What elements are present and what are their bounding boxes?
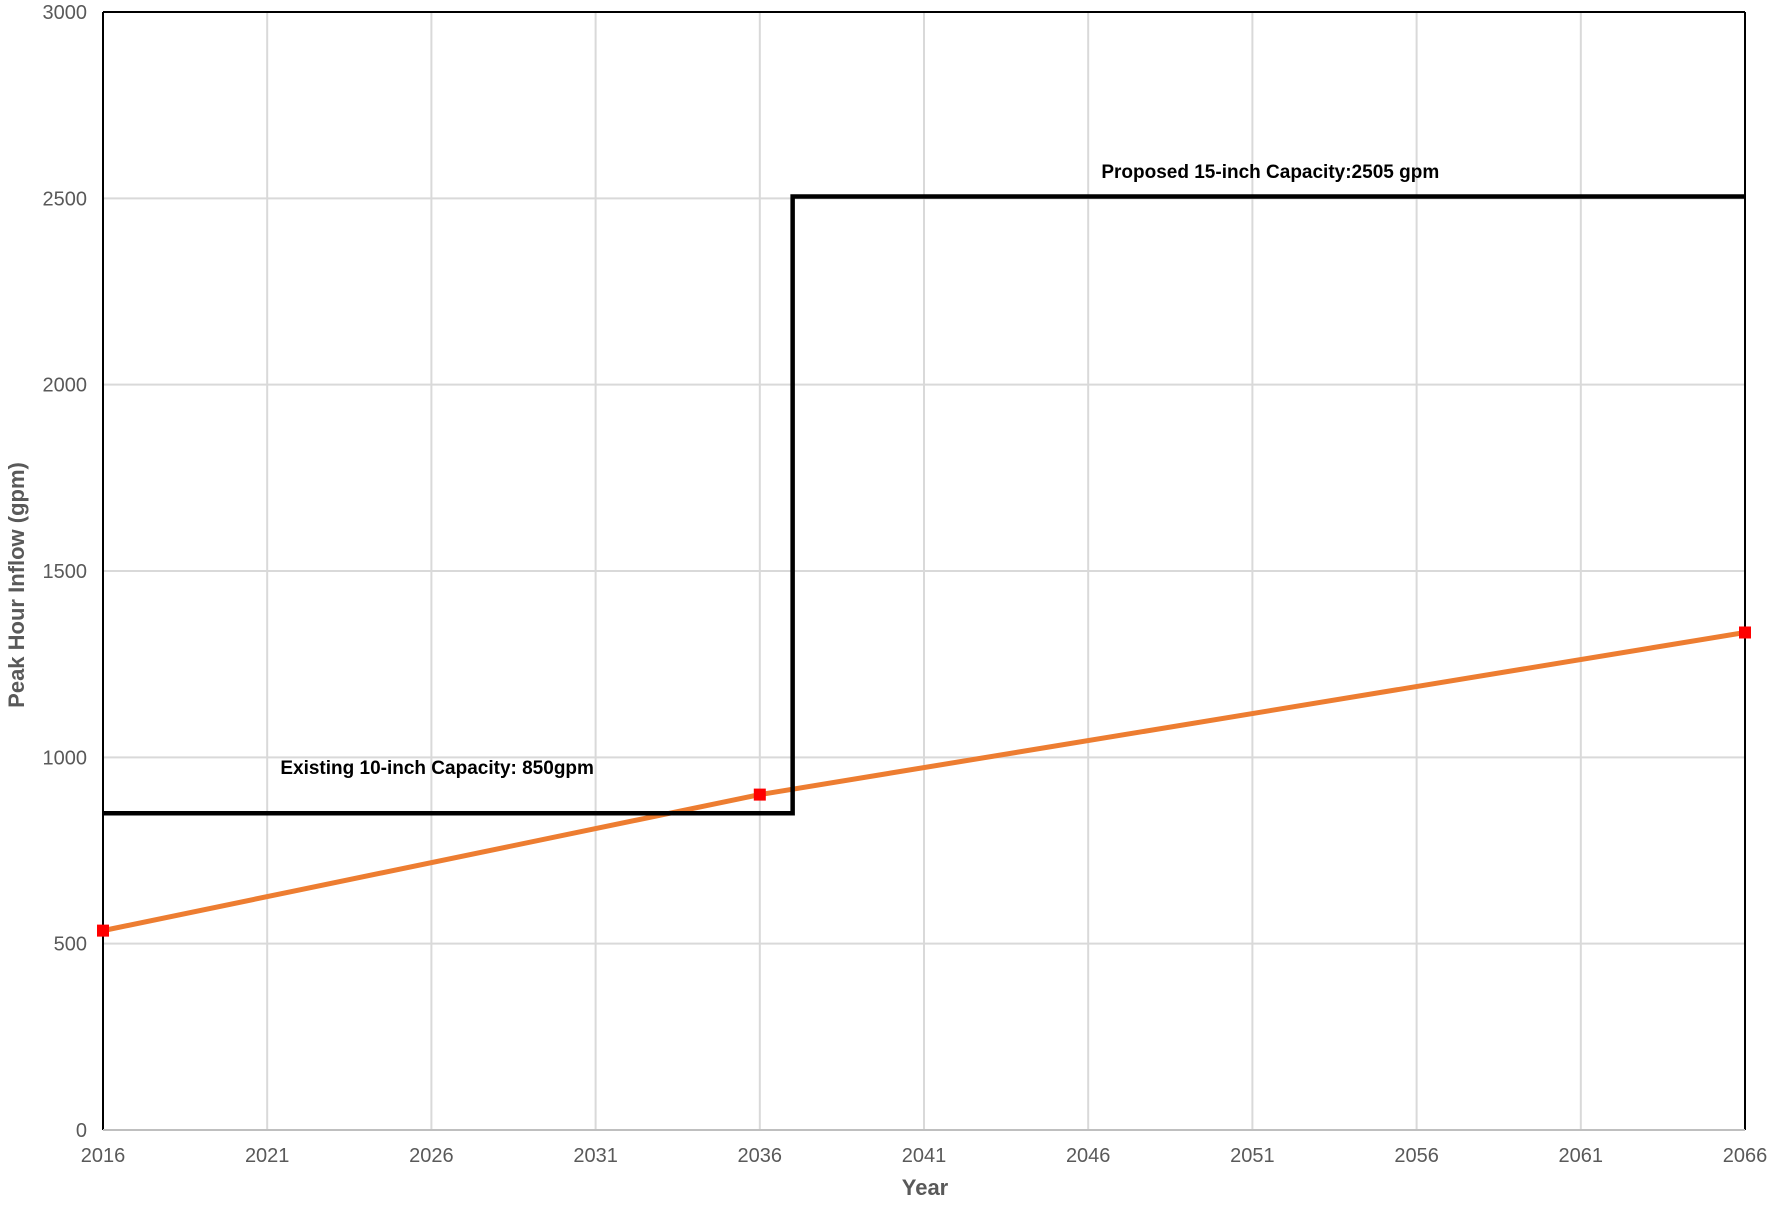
y-tick-labels: 0 500 1000 1500 2000 2500 3000: [43, 2, 88, 1142]
x-tick-label: 2046: [1066, 1145, 1111, 1167]
y-tick-label: 500: [54, 934, 87, 956]
x-tick-label: 2016: [81, 1145, 126, 1167]
x-tick-label: 2061: [1559, 1145, 1604, 1167]
x-tick-labels: 2016 2021 2026 2031 2036 2041 2046 2051 2056 2061…: [81, 1145, 1768, 1167]
y-tick-label: 0: [76, 1120, 87, 1142]
x-axis-title: Year: [902, 1175, 949, 1200]
annotations: Existing 10-inch Capacity: 850gpm Propose…: [280, 162, 1439, 779]
x-tick-label: 2036: [738, 1145, 783, 1167]
inflow-data-point: [753, 788, 766, 801]
capacity-annotation: Proposed 15-inch Capacity:2505 gpm: [1101, 162, 1439, 183]
capacity-series-line: [103, 194, 1745, 816]
x-tick-label: 2031: [573, 1145, 618, 1167]
series-layer: [97, 194, 1751, 937]
y-tick-label: 2000: [43, 375, 88, 397]
y-tick-label: 1000: [43, 747, 88, 769]
y-tick-label: 2500: [43, 188, 88, 210]
x-tick-label: 2066: [1723, 1145, 1768, 1167]
inflow-data-point: [1739, 626, 1751, 639]
x-tick-label: 2021: [245, 1145, 290, 1167]
x-tick-label: 2041: [902, 1145, 947, 1167]
y-axis-title: Peak Hour Inflow (gpm): [4, 462, 29, 708]
inflow-data-point: [97, 924, 109, 937]
x-tick-label: 2056: [1394, 1145, 1439, 1167]
y-tick-label: 1500: [43, 561, 88, 583]
y-tick-label: 3000: [43, 2, 88, 24]
x-tick-label: 2051: [1230, 1145, 1275, 1167]
capacity-annotation: Existing 10-inch Capacity: 850gpm: [280, 758, 594, 779]
x-tick-label: 2026: [409, 1145, 454, 1167]
